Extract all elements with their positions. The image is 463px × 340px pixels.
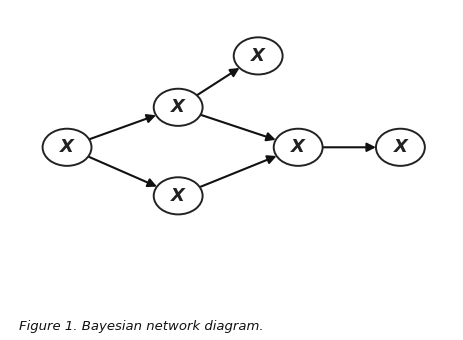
Ellipse shape	[234, 37, 282, 74]
Ellipse shape	[274, 129, 323, 166]
Text: X: X	[251, 47, 265, 65]
Ellipse shape	[43, 129, 92, 166]
Text: X: X	[60, 138, 74, 156]
Text: X: X	[171, 98, 185, 116]
Text: Figure 1. Bayesian network diagram.: Figure 1. Bayesian network diagram.	[19, 320, 263, 333]
Text: X: X	[171, 187, 185, 205]
Ellipse shape	[154, 89, 203, 126]
Text: X: X	[291, 138, 305, 156]
Ellipse shape	[154, 177, 203, 215]
Text: X: X	[394, 138, 407, 156]
Ellipse shape	[376, 129, 425, 166]
